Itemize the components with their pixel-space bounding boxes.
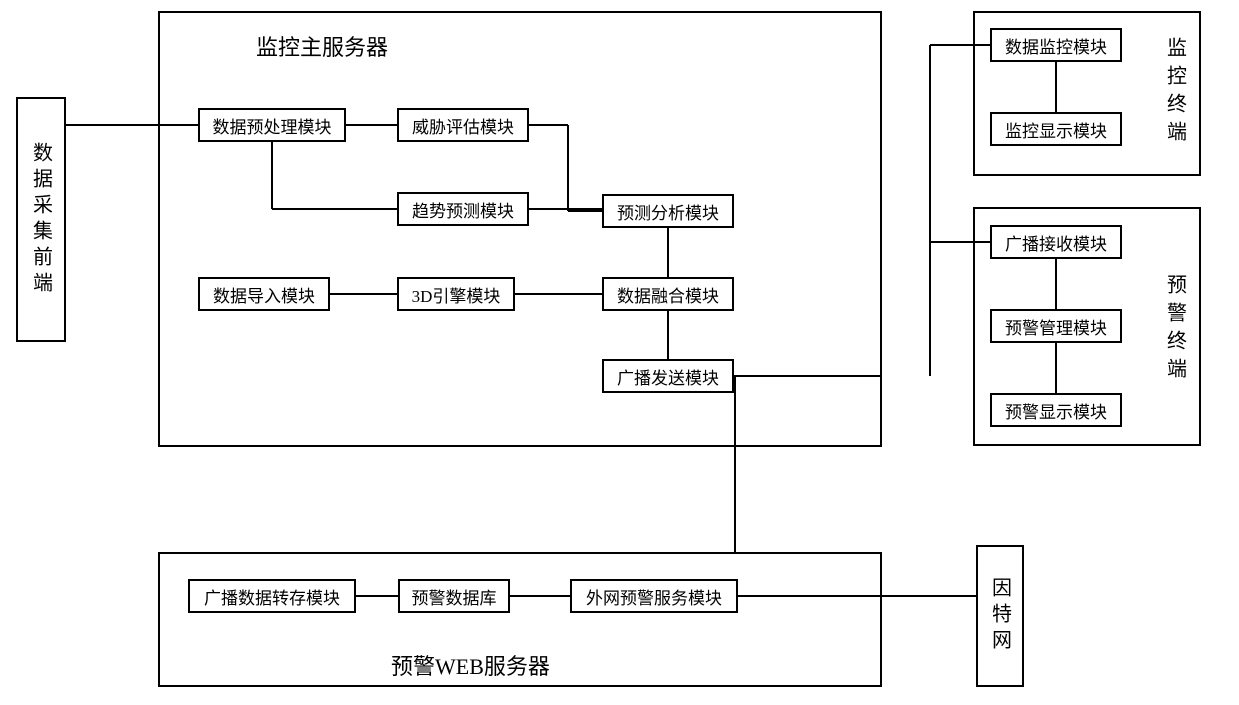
external-service-module: 外网预警服务模块 [570, 579, 738, 613]
warning-terminal-title-text: 预警终端 [1161, 274, 1190, 386]
threat-label: 威胁评估模块 [412, 113, 514, 138]
main-server-title: 监控主服务器 [256, 30, 388, 62]
warning-terminal-title: 预警终端 [1160, 260, 1190, 400]
data-collection-frontend-box: 数据采集前端 [16, 97, 66, 342]
broadcast-recv-label: 广播接收模块 [1005, 230, 1107, 255]
predict-module: 预测分析模块 [602, 194, 734, 228]
preprocess-label: 数据预处理模块 [213, 113, 332, 138]
threat-module: 威胁评估模块 [397, 108, 529, 142]
internet-label: 因特网 [986, 577, 1015, 655]
external-service-label: 外网预警服务模块 [586, 584, 722, 609]
trend-label: 趋势预测模块 [412, 197, 514, 222]
monitor-terminal-title-text: 监控终端 [1161, 37, 1190, 149]
engine3d-label: 3D引擎模块 [412, 282, 501, 307]
warning-display-label: 预警显示模块 [1005, 398, 1107, 423]
warning-db-label: 预警数据库 [412, 584, 497, 609]
trend-module: 趋势预测模块 [397, 192, 529, 226]
preprocess-module: 数据预处理模块 [198, 108, 346, 142]
data-monitor-label: 数据监控模块 [1005, 33, 1107, 58]
main-server-container [158, 11, 882, 447]
broadcast-store-label: 广播数据转存模块 [204, 584, 340, 609]
fusion-label: 数据融合模块 [617, 282, 719, 307]
monitor-terminal-title: 监控终端 [1160, 28, 1190, 158]
engine3d-module: 3D引擎模块 [397, 277, 515, 311]
monitor-display-module: 监控显示模块 [990, 112, 1122, 146]
predict-label: 预测分析模块 [617, 199, 719, 224]
warning-mgmt-label: 预警管理模块 [1005, 314, 1107, 339]
fusion-module: 数据融合模块 [602, 277, 734, 311]
internet-box: 因特网 [976, 545, 1024, 687]
data-monitor-module: 数据监控模块 [990, 28, 1122, 62]
warning-db-module: 预警数据库 [398, 579, 510, 613]
broadcast-store-module: 广播数据转存模块 [188, 579, 356, 613]
warning-display-module: 预警显示模块 [990, 393, 1122, 427]
data-collection-label: 数据采集前端 [27, 142, 56, 298]
import-label: 数据导入模块 [213, 282, 315, 307]
monitor-display-label: 监控显示模块 [1005, 117, 1107, 142]
broadcast-send-module: 广播发送模块 [602, 359, 734, 393]
warning-mgmt-module: 预警管理模块 [990, 309, 1122, 343]
import-module: 数据导入模块 [198, 277, 330, 311]
web-server-title: 预警WEB服务器 [391, 649, 550, 681]
broadcast-recv-module: 广播接收模块 [990, 225, 1122, 259]
broadcast-send-label: 广播发送模块 [617, 364, 719, 389]
